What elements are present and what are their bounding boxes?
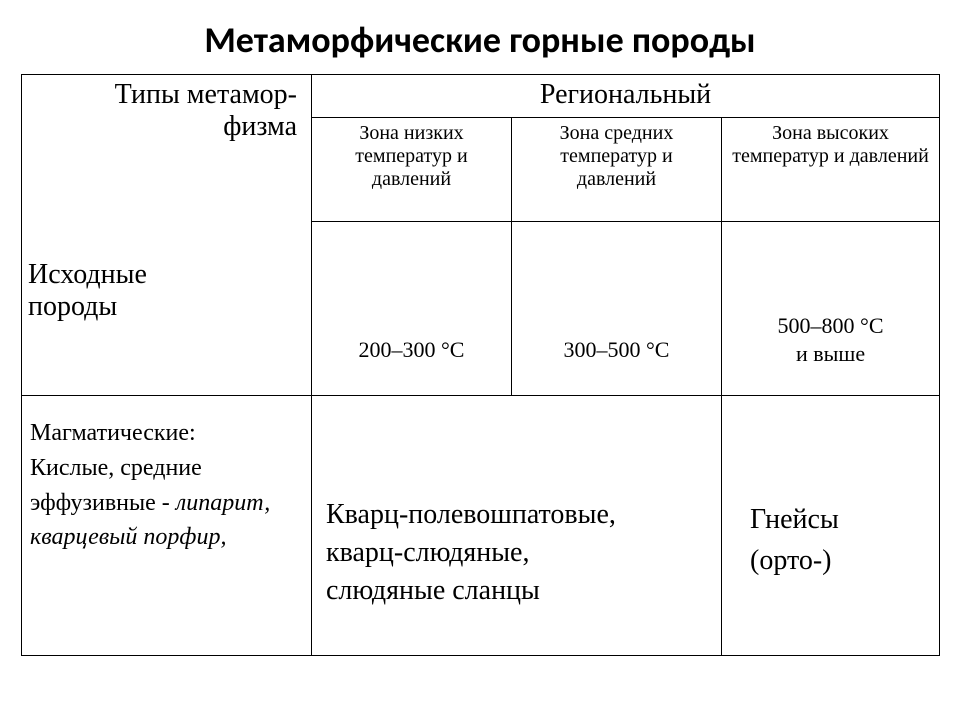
- types-label: Типы метамор- физма: [115, 79, 297, 143]
- page-title: Метаморфические горные породы: [0, 0, 960, 74]
- source-rock-line1: Магматические:: [30, 416, 303, 451]
- temp-high-val-line1: 500–800 °С: [778, 313, 884, 338]
- result-low-mid-cell: Кварц-полевошпатовые, кварц-слюдяные, сл…: [312, 396, 722, 656]
- source-label: Исходные породы: [28, 259, 147, 323]
- zone-mid: Зона средних температур и давлений: [512, 118, 722, 222]
- result-b-line1: Гнейсы: [750, 504, 839, 535]
- result-a-line1: Кварц-полевошпатовые,: [326, 499, 616, 530]
- result-a-line3: слюдяные сланцы: [326, 575, 540, 606]
- temp-high-val-line2: и выше: [796, 341, 865, 366]
- data-row-1: Магматические: Кислые, средние эффузивны…: [22, 396, 940, 656]
- result-high-cell: Гнейсы (орто-): [722, 396, 940, 656]
- result-a-line2: кварц-слюдяные,: [326, 537, 529, 568]
- temp-high-val: 500–800 °С и выше: [722, 312, 939, 367]
- zone-high: Зона высоких температур и давлений: [722, 118, 940, 222]
- temp-high: 500–800 °С и выше: [722, 222, 940, 396]
- types-label-line1: Типы метамор-: [115, 79, 297, 110]
- source-label-line2: породы: [28, 291, 117, 322]
- temp-mid: 300–500 °С: [512, 222, 722, 396]
- source-label-line1: Исходные: [28, 259, 147, 290]
- temp-mid-val: 300–500 °С: [512, 337, 721, 363]
- metamorphic-table: Типы метамор- физма Исходные породы Реги…: [21, 74, 940, 656]
- zone-low: Зона низких температур и давлений: [312, 118, 512, 222]
- regional-header: Региональный: [312, 75, 940, 118]
- temp-low-val: 200–300 °С: [312, 337, 511, 363]
- source-rock-line2: Кислые, средние эффузивные - липарит, кв…: [30, 451, 303, 555]
- temp-low: 200–300 °С: [312, 222, 512, 396]
- axis-labels-cell: Типы метамор- физма Исходные породы: [22, 75, 312, 396]
- types-label-line2: физма: [223, 111, 297, 142]
- header-row-1: Типы метамор- физма Исходные породы Реги…: [22, 75, 940, 118]
- source-rock-cell: Магматические: Кислые, средние эффузивны…: [22, 396, 312, 656]
- page-root: Метаморфические горные породы Типы метам…: [0, 0, 960, 720]
- result-b-line2: (орто-): [750, 545, 831, 576]
